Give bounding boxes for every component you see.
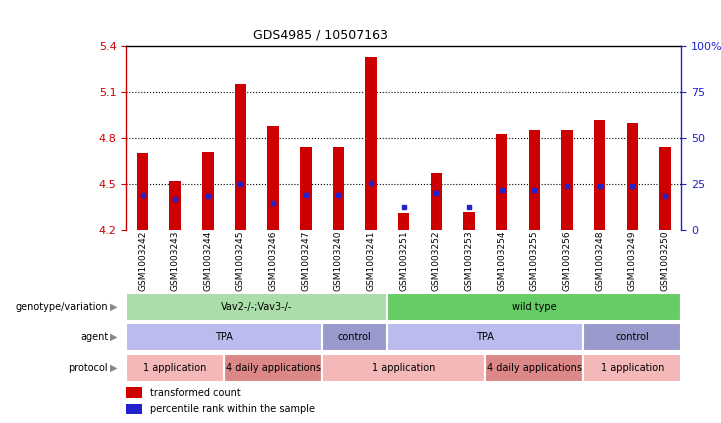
Text: 1 application: 1 application (372, 363, 435, 373)
Text: Vav2-/-;Vav3-/-: Vav2-/-;Vav3-/- (221, 302, 293, 312)
Bar (202, 152, 213, 230)
Bar (366, 57, 377, 230)
Text: GSM1003254: GSM1003254 (497, 231, 506, 291)
Bar (169, 181, 181, 230)
Text: GDS4985 / 10507163: GDS4985 / 10507163 (253, 29, 388, 42)
Text: GSM1003255: GSM1003255 (530, 231, 539, 291)
Bar (464, 212, 475, 230)
Text: percentile rank within the sample: percentile rank within the sample (150, 404, 315, 414)
Text: GSM1003244: GSM1003244 (203, 231, 212, 291)
Bar (126, 404, 142, 415)
Text: ▶: ▶ (110, 363, 118, 373)
Text: GSM1003242: GSM1003242 (138, 231, 147, 291)
Bar (485, 354, 583, 382)
Text: 4 daily applications: 4 daily applications (487, 363, 582, 373)
Bar (322, 323, 387, 351)
Text: TPA: TPA (215, 332, 233, 342)
Text: GSM1003253: GSM1003253 (464, 231, 474, 291)
Bar (137, 154, 149, 230)
Text: GSM1003250: GSM1003250 (660, 231, 670, 291)
Text: TPA: TPA (477, 332, 495, 342)
Text: control: control (338, 332, 371, 342)
Bar (126, 293, 387, 321)
Bar (583, 354, 681, 382)
Bar (267, 126, 279, 230)
Bar (224, 354, 322, 382)
Text: 1 application: 1 application (601, 363, 664, 373)
Text: GSM1003241: GSM1003241 (366, 231, 376, 291)
Bar (126, 354, 224, 382)
Text: 1 application: 1 application (143, 363, 207, 373)
Bar (387, 323, 583, 351)
Text: GSM1003247: GSM1003247 (301, 231, 310, 291)
Text: protocol: protocol (68, 363, 108, 373)
Text: GSM1003252: GSM1003252 (432, 231, 441, 291)
Bar (300, 147, 311, 230)
Text: wild type: wild type (512, 302, 557, 312)
Bar (126, 387, 142, 398)
Text: GSM1003246: GSM1003246 (269, 231, 278, 291)
Text: ▶: ▶ (110, 302, 118, 312)
Bar (528, 130, 540, 230)
Bar (562, 130, 572, 230)
Text: GSM1003248: GSM1003248 (596, 231, 604, 291)
Bar (387, 293, 681, 321)
Text: agent: agent (80, 332, 108, 342)
Bar (332, 147, 344, 230)
Text: genotype/variation: genotype/variation (16, 302, 108, 312)
Bar (235, 85, 246, 230)
Bar (583, 323, 681, 351)
Text: GSM1003251: GSM1003251 (399, 231, 408, 291)
Text: control: control (616, 332, 649, 342)
Text: 4 daily applications: 4 daily applications (226, 363, 321, 373)
Text: GSM1003256: GSM1003256 (562, 231, 572, 291)
Bar (398, 213, 410, 230)
Text: GSM1003245: GSM1003245 (236, 231, 245, 291)
Bar (430, 173, 442, 230)
Bar (126, 323, 322, 351)
Text: GSM1003240: GSM1003240 (334, 231, 343, 291)
Bar (322, 354, 485, 382)
Bar (627, 123, 638, 230)
Text: transformed count: transformed count (150, 387, 241, 398)
Bar (594, 120, 606, 230)
Text: GSM1003249: GSM1003249 (628, 231, 637, 291)
Bar (659, 147, 671, 230)
Bar (496, 134, 508, 230)
Text: ▶: ▶ (110, 332, 118, 342)
Text: GSM1003243: GSM1003243 (171, 231, 180, 291)
